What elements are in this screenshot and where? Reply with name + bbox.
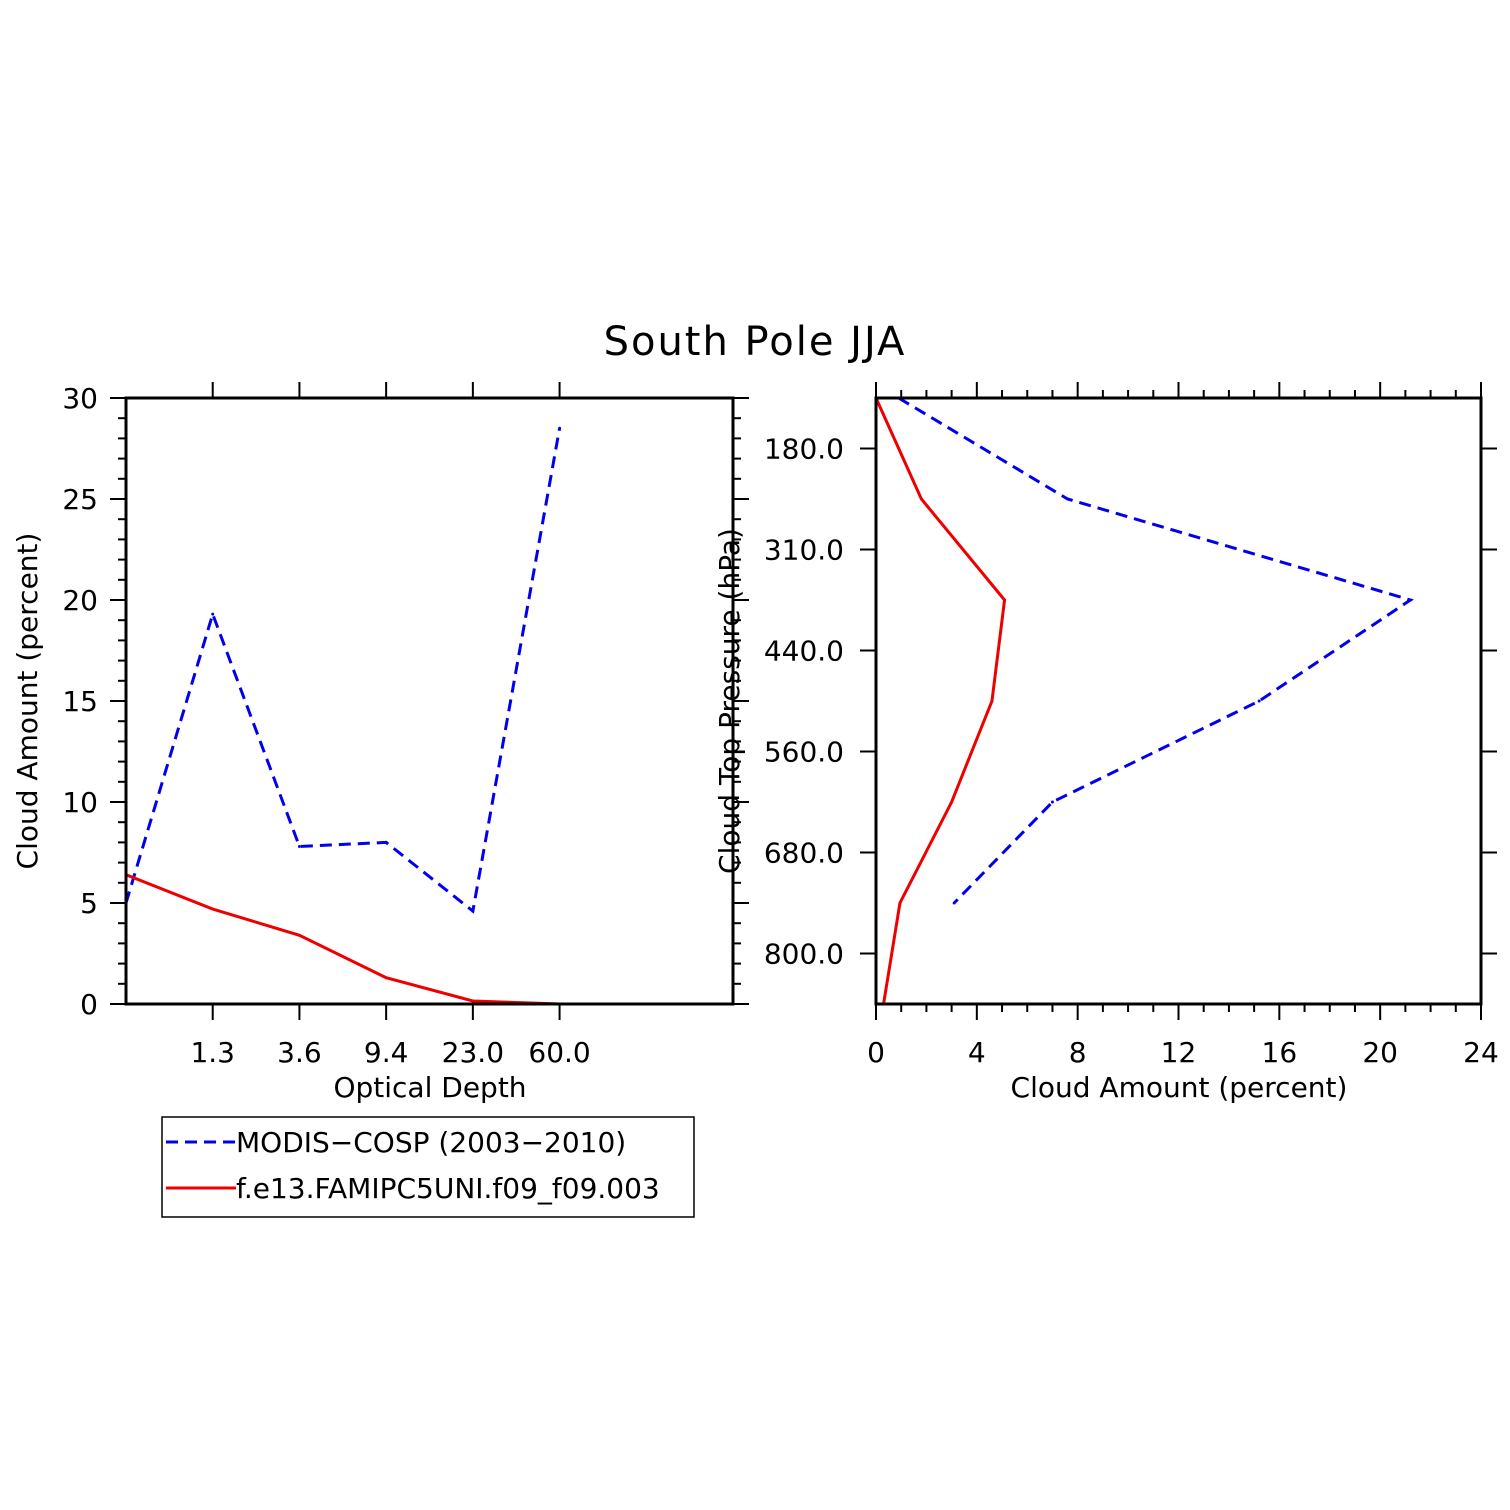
right-series-line-0 <box>897 396 1414 905</box>
right-x-tick-label: 12 <box>1161 1036 1197 1069</box>
left-series-0-point <box>471 909 475 913</box>
right-series-1-point <box>950 800 954 804</box>
left-y-tick-label: 25 <box>62 483 98 516</box>
right-series-line-1 <box>874 397 1007 1005</box>
right-series-0-point <box>952 901 956 905</box>
left-series-0-point <box>558 426 562 430</box>
right-y-tick-label: 180.0 <box>764 433 844 466</box>
right-series-0-point <box>1066 497 1070 501</box>
left-x-tick-label: 9.4 <box>364 1036 409 1069</box>
right-y-tick-label: 800.0 <box>764 938 844 971</box>
right-series-0-point <box>1408 598 1412 602</box>
left-x-tick-label: 1.3 <box>190 1036 235 1069</box>
right-series-0-point <box>1257 699 1261 703</box>
right-y-tick-label: 560.0 <box>764 736 844 769</box>
right-series-1-point <box>1003 598 1007 602</box>
right-series-0-point <box>1050 800 1054 804</box>
chart-title: South Pole JJA <box>604 319 907 365</box>
left-x-tick-label: 3.6 <box>277 1036 322 1069</box>
right-y-tick-label: 680.0 <box>764 837 844 870</box>
left-y-tick-label: 15 <box>62 685 98 718</box>
right-series-1-point <box>990 699 994 703</box>
left-y-tick-label: 20 <box>62 584 98 617</box>
right-y-tick-label: 310.0 <box>764 534 844 567</box>
right-series-1-point <box>919 497 923 501</box>
right-x-tick-label: 8 <box>1069 1036 1087 1069</box>
left-y-tick-label: 0 <box>80 988 98 1021</box>
left-series-1-point <box>471 999 475 1003</box>
left-series-line-0 <box>124 428 562 914</box>
right-y-tick-label: 440.0 <box>764 635 844 668</box>
right-x-tick-label: 24 <box>1463 1036 1499 1069</box>
left-series-0-point <box>297 844 301 848</box>
legend-label-model: f.e13.FAMIPC5UNI.f09_f09.003 <box>236 1172 660 1205</box>
cloud-top-pressure-panel: Cloud Amount (percent) Cloud Top Pressur… <box>713 382 1499 1104</box>
left-plot-frame <box>124 396 735 1006</box>
left-x-axis-label: Optical Depth <box>333 1071 526 1104</box>
legend-label-obs: MODIS−COSP (2003−2010) <box>236 1126 626 1159</box>
right-plot-frame <box>874 396 1483 1006</box>
right-x-tick-label: 20 <box>1362 1036 1398 1069</box>
left-series-0-point <box>384 840 388 844</box>
right-x-axis-label: Cloud Amount (percent) <box>1011 1071 1348 1104</box>
legend: MODIS−COSP (2003−2010) f.e13.FAMIPC5UNI.… <box>161 1116 695 1218</box>
left-y-tick-label: 5 <box>80 887 98 920</box>
left-series-1-point <box>211 907 215 911</box>
legend-box <box>161 1116 695 1218</box>
right-series-1-point <box>898 901 902 905</box>
left-series-1-point <box>384 976 388 980</box>
left-series-0-point <box>211 612 215 616</box>
left-y-tick-label: 30 <box>62 382 98 415</box>
optical-depth-panel: Optical Depth Cloud Amount (percent) 0 5 1… <box>11 382 749 1104</box>
left-x-tick-label: 23.0 <box>442 1036 504 1069</box>
right-x-tick-label: 0 <box>867 1036 885 1069</box>
left-series-1-point <box>297 933 301 937</box>
right-x-tick-label: 4 <box>968 1036 986 1069</box>
left-y-tick-label: 10 <box>62 786 98 819</box>
right-y-axis-label: Cloud Top Pressure (hPa) <box>713 528 746 874</box>
left-x-tick-label: 60.0 <box>528 1036 590 1069</box>
left-series-line-1 <box>125 873 560 1006</box>
right-x-tick-label: 16 <box>1262 1036 1298 1069</box>
left-y-axis-label: Cloud Amount (percent) <box>11 533 44 870</box>
